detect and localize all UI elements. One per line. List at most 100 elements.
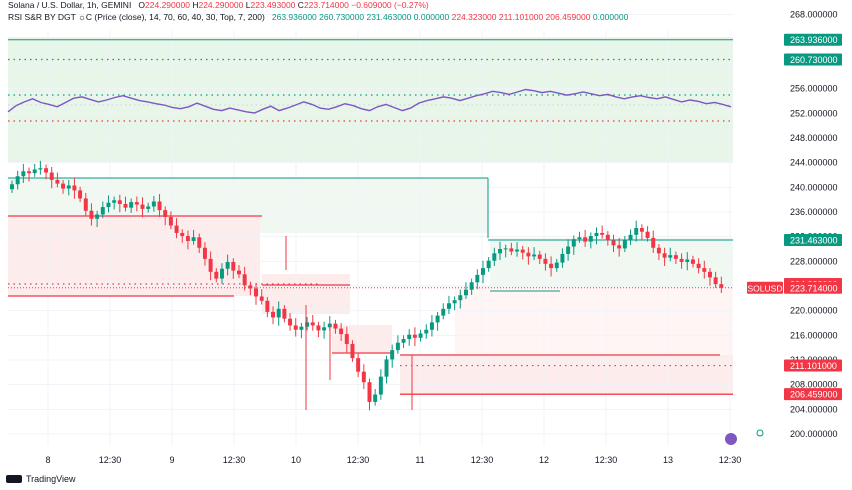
price-axis-label: 208.000000 (790, 380, 838, 390)
level-price-label: 206.459000 (790, 390, 838, 400)
settings-icon (756, 429, 764, 437)
bull-candle (418, 333, 423, 338)
level-price-badge (784, 359, 842, 372)
indicator-value: 0.000000 (592, 12, 629, 22)
bull-candle (503, 248, 508, 250)
bear-candle (549, 263, 554, 269)
bull-candle (38, 168, 43, 170)
indicator-header[interactable]: RSI S&R BY DGT ☼C (Price (close), 14, 70… (8, 12, 628, 22)
bear-candle (168, 216, 173, 226)
bull-candle (628, 234, 633, 240)
bear-candle (259, 296, 264, 301)
bull-candle (486, 260, 491, 269)
bull-candle (66, 185, 71, 189)
brand-label: TradingView (26, 474, 76, 484)
bear-candle (361, 371, 366, 383)
open-value: 224.290000 (145, 0, 190, 10)
bear-candle (248, 285, 253, 289)
bull-candle (219, 268, 224, 279)
bear-candle (78, 190, 83, 199)
resistance-zone (490, 238, 733, 288)
bull-candle (566, 246, 571, 254)
bull-candle (151, 201, 156, 207)
bull-candle (475, 274, 480, 283)
level-price-badge (784, 33, 842, 46)
bear-candle (356, 358, 361, 372)
support-zone (8, 216, 260, 296)
bear-candle (339, 328, 344, 335)
close-value: 223.714000 (303, 0, 349, 10)
bear-candle (27, 171, 32, 174)
bear-candle (367, 382, 372, 402)
symbol-title: Solana / U.S. Dollar, 1h, GEMINI (8, 0, 132, 10)
level-price-label: 231.463000 (790, 235, 838, 245)
price-axis-label: 228.000000 (790, 256, 838, 266)
bull-candle (463, 289, 468, 296)
bull-candle (446, 303, 451, 309)
level-price-label: 211.101000 (790, 361, 837, 371)
bear-candle (271, 311, 276, 318)
bear-candle (202, 247, 207, 259)
bear-candle (61, 183, 66, 189)
bull-candle (435, 315, 440, 323)
price-axis-label: 220.000000 (790, 306, 838, 316)
bear-candle (526, 252, 531, 257)
bear-candle (288, 318, 293, 326)
bull-candle (634, 228, 639, 235)
bear-candle (231, 261, 236, 271)
bear-candle (600, 232, 605, 235)
time-axis-label: 12 (539, 455, 549, 465)
bear-candle (412, 334, 417, 338)
bear-candle (254, 288, 258, 297)
bull-candle (10, 184, 14, 190)
bear-candle (696, 263, 701, 269)
price-axis-label: 268.000000 (790, 10, 838, 20)
bear-candle (333, 323, 338, 329)
bear-candle (310, 322, 315, 326)
low-value: 223.493000 (250, 0, 296, 10)
bull-candle (407, 334, 412, 340)
bear-candle (656, 247, 661, 254)
bear-candle (583, 237, 588, 242)
symbol-badge-label: SOLUSD (748, 283, 783, 293)
lightning-icon (725, 433, 737, 445)
bear-candle (242, 274, 247, 286)
bear-candle (639, 228, 644, 232)
bull-candle (395, 342, 400, 351)
level-price-badge (784, 53, 842, 66)
bear-candle (293, 325, 298, 330)
bear-candle (316, 325, 321, 331)
level-price-badge (784, 388, 842, 401)
bull-candle (424, 329, 429, 334)
bull-candle (622, 239, 627, 249)
indicator-value: 211.101000 (498, 12, 544, 22)
tradingview-logo[interactable]: TradingView (6, 474, 76, 484)
bear-candle (72, 185, 77, 191)
bull-candle (554, 262, 559, 269)
time-axis-label: 9 (169, 455, 174, 465)
bull-candle (571, 239, 576, 247)
bear-candle (83, 198, 88, 211)
bear-candle (208, 258, 213, 272)
bull-candle (378, 376, 383, 395)
indicator-title: RSI S&R BY DGT ☼C (Price (close), 14, 70… (8, 12, 265, 22)
bear-candle (174, 225, 179, 233)
bull-candle (560, 253, 565, 263)
bull-candle (112, 200, 117, 203)
bear-candle (707, 271, 712, 278)
bear-candle (214, 271, 219, 279)
price-axis-label: 236.000000 (790, 207, 838, 217)
open-label: O (138, 0, 146, 10)
bear-candle (673, 255, 678, 259)
bear-candle (89, 210, 94, 219)
bull-candle (577, 237, 582, 240)
bull-candle (668, 255, 673, 258)
bull-candle (498, 248, 503, 254)
price-axis-label: 200.000000 (790, 429, 838, 439)
price-axis-label: 252.000000 (790, 108, 838, 118)
indicator-value: 231.463000 (366, 12, 412, 22)
bull-candle (100, 207, 105, 215)
bull-candle (481, 268, 485, 275)
bull-candle (685, 259, 690, 262)
